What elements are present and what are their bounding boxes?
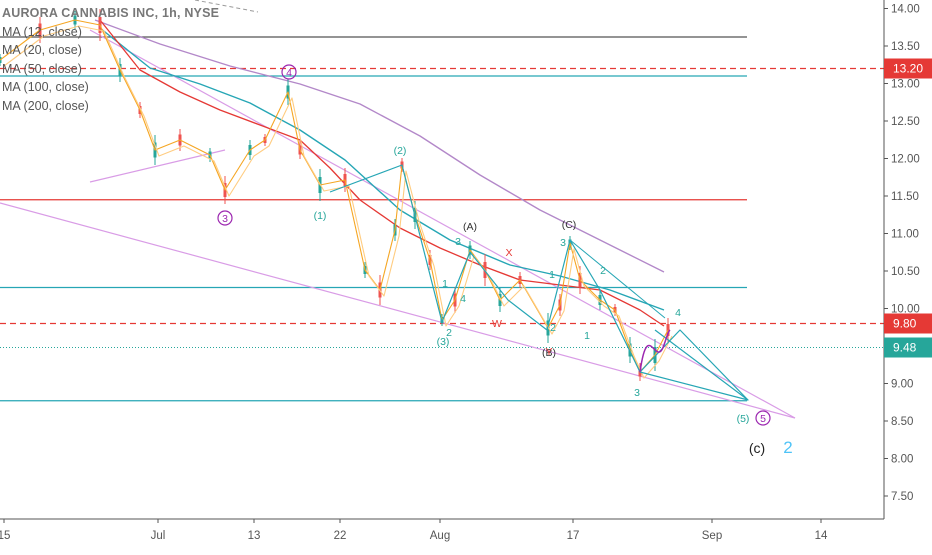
x-tick-label: Jul bbox=[151, 530, 166, 542]
wave-label: 1 bbox=[584, 330, 590, 342]
wave-label: X bbox=[505, 247, 512, 259]
wave-zigzag bbox=[639, 329, 671, 373]
price-label-text: 13.20 bbox=[893, 62, 923, 76]
wave-label: 5 bbox=[760, 413, 766, 425]
legend-ma-100: MA (100, close) bbox=[2, 80, 89, 94]
x-tick-label: Aug bbox=[430, 530, 450, 542]
x-tick-label: 14 bbox=[815, 530, 828, 542]
wave-label: (3) bbox=[437, 336, 450, 348]
dashed-trend-line bbox=[194, 0, 259, 13]
price-label-box bbox=[884, 313, 932, 334]
legend-ma-200: MA (200, close) bbox=[2, 98, 89, 113]
wave-label: (A) bbox=[463, 221, 477, 233]
wave-label-circle bbox=[281, 64, 297, 80]
wave-label: 3 bbox=[222, 213, 228, 225]
wave-label: (1) bbox=[314, 210, 327, 222]
wave-label: 3 bbox=[634, 387, 640, 399]
wave-label: 2 bbox=[446, 327, 452, 339]
wave-label-circle bbox=[217, 210, 233, 226]
x-tick-label: 22 bbox=[334, 530, 347, 542]
wave-end-projection bbox=[639, 329, 749, 401]
wave-structure-line bbox=[329, 164, 749, 401]
wave-label: 1 bbox=[549, 269, 555, 281]
x-tick-label: Sep bbox=[702, 530, 722, 542]
y-tick-label: 11.50 bbox=[891, 191, 919, 203]
wave-label: 3 bbox=[455, 236, 461, 248]
ma-200-line bbox=[94, 19, 665, 273]
ma-100-line bbox=[99, 27, 665, 311]
y-tick-label: 9.00 bbox=[891, 379, 913, 391]
y-tick-label: 11.00 bbox=[891, 229, 919, 241]
x-tick-label: 17 bbox=[567, 530, 580, 542]
wave-label-circle bbox=[755, 410, 771, 426]
wave-label: 4 bbox=[675, 307, 681, 319]
y-tick-label: 12.50 bbox=[891, 116, 920, 128]
y-tick-label: 10.00 bbox=[891, 304, 920, 316]
y-tick-label: 13.50 bbox=[891, 41, 920, 53]
wave-label: 3 bbox=[560, 237, 566, 249]
wave-label: 2 bbox=[550, 322, 556, 334]
legend-ma-20: MA (20, close) bbox=[2, 43, 82, 57]
wave-label: (5) bbox=[737, 413, 750, 425]
legend-ma-50: MA (50, close) bbox=[2, 61, 82, 76]
y-tick-label: 13.00 bbox=[891, 79, 920, 91]
chart-legend: AURORA CANNABIS INC, 1h, NYSE MA (12, cl… bbox=[2, 4, 219, 115]
wave-label: (B) bbox=[542, 347, 556, 359]
x-tick-label: 15 bbox=[0, 530, 10, 542]
price-axis-panel bbox=[884, 0, 932, 550]
ma-12-line bbox=[0, 19, 669, 373]
wave-label: 1 bbox=[442, 278, 448, 290]
legend-ma-12: MA (12, close) bbox=[2, 24, 82, 39]
price-label-text: 9.48 bbox=[893, 341, 917, 355]
y-tick-label: 10.50 bbox=[891, 266, 920, 278]
wave-label: W bbox=[492, 318, 502, 330]
wave-label: (c) bbox=[749, 440, 765, 456]
y-tick-label: 7.50 bbox=[891, 491, 913, 503]
lower-channel-line bbox=[0, 202, 796, 419]
price-label-box bbox=[884, 58, 932, 79]
upper-channel-line bbox=[89, 29, 796, 419]
x-tick-label: 13 bbox=[248, 530, 261, 542]
wave-label: 4 bbox=[286, 67, 292, 79]
ma-20-line bbox=[3, 25, 673, 379]
y-tick-label: 8.00 bbox=[891, 454, 913, 466]
wave-label: 4 bbox=[460, 293, 466, 305]
wave-label: (2) bbox=[394, 145, 407, 157]
price-label-text: 9.80 bbox=[893, 317, 917, 331]
upper-wave-trend bbox=[569, 239, 666, 319]
wave-label: Y bbox=[545, 346, 552, 358]
y-tick-label: 14.00 bbox=[891, 4, 920, 16]
y-tick-label: 8.50 bbox=[891, 416, 913, 428]
wave-label: 2 bbox=[783, 438, 792, 457]
chart-title: AURORA CANNABIS INC, 1h, NYSE bbox=[2, 6, 220, 20]
y-tick-label: 12.00 bbox=[891, 154, 920, 166]
wave-label: 2 bbox=[600, 265, 606, 277]
wave-label: (C) bbox=[562, 219, 577, 231]
price-label-box bbox=[884, 337, 932, 358]
